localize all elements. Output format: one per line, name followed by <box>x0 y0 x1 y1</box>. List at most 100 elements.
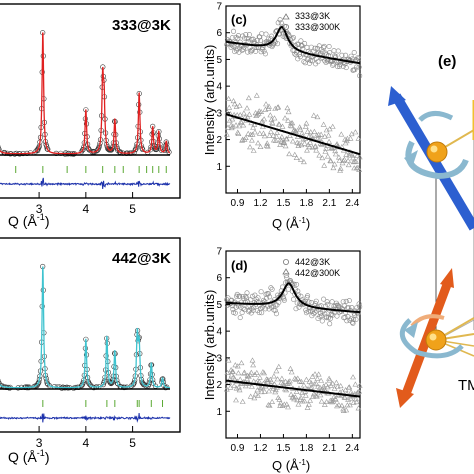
observed-point <box>46 383 53 389</box>
data-point <box>340 406 347 412</box>
data-point <box>281 297 287 303</box>
data-point <box>318 398 325 404</box>
data-point <box>290 35 296 41</box>
data-point <box>344 135 351 141</box>
data-point <box>244 290 250 296</box>
observed-point <box>0 381 1 386</box>
data-point <box>269 120 276 126</box>
data-point <box>240 122 247 128</box>
data-point <box>300 382 307 388</box>
data-point <box>292 394 299 400</box>
data-point <box>291 375 298 381</box>
data-point <box>285 404 291 410</box>
data-point <box>350 155 356 161</box>
data-point <box>231 382 238 389</box>
data-point <box>313 380 320 386</box>
atom <box>425 329 447 351</box>
data-point <box>323 314 329 320</box>
data-point <box>287 278 293 284</box>
data-point <box>289 36 295 42</box>
data-point <box>288 369 295 375</box>
data-point <box>230 43 236 49</box>
data-point <box>237 376 244 382</box>
data-point <box>272 307 278 313</box>
data-point <box>255 140 261 146</box>
data-point <box>348 53 354 59</box>
data-point <box>334 313 340 319</box>
data-point <box>355 56 361 62</box>
data-point <box>248 383 255 389</box>
data-point <box>322 58 328 64</box>
data-point <box>306 60 312 66</box>
data-point <box>355 135 362 141</box>
data-point <box>238 119 245 125</box>
data-point <box>311 381 318 387</box>
data-point <box>267 294 273 300</box>
data-point <box>247 393 254 399</box>
data-point <box>291 151 298 157</box>
data-point <box>297 126 304 132</box>
data-point <box>328 312 334 318</box>
observed-point <box>78 383 84 389</box>
data-point <box>270 132 277 138</box>
data-point <box>295 288 301 294</box>
atom <box>426 141 448 163</box>
data-point <box>227 384 234 390</box>
data-point <box>335 154 342 160</box>
data-point <box>314 113 321 120</box>
data-point <box>302 40 308 46</box>
diffraction-panel-442: 442@3K 3 4 5 Q (Å-1) <box>0 237 181 465</box>
legend-triangle-marker <box>282 13 290 20</box>
data-point <box>308 380 315 386</box>
data-point <box>238 304 244 310</box>
y-tick-label: 1 <box>216 162 222 173</box>
data-point <box>331 48 337 54</box>
data-point <box>279 402 286 409</box>
data-point <box>258 388 265 395</box>
data-point <box>334 141 340 147</box>
data-point <box>272 386 279 393</box>
data-point <box>333 379 340 385</box>
data-point <box>326 375 333 381</box>
data-point <box>307 397 314 403</box>
data-point <box>270 373 277 379</box>
data-point <box>245 94 252 101</box>
data-point <box>269 286 275 292</box>
data-point <box>245 130 252 136</box>
data-point <box>269 398 276 405</box>
data-point <box>242 134 249 140</box>
data-point <box>244 105 250 111</box>
data-point <box>270 42 276 48</box>
y-tick-label: 2 <box>216 380 222 391</box>
data-point <box>232 362 239 368</box>
data-point <box>244 372 251 378</box>
data-point <box>356 166 363 172</box>
sample-label: 333@3K <box>112 17 171 34</box>
scatter-plot <box>223 17 363 173</box>
legend-entry: 333@3K <box>295 11 330 21</box>
data-point <box>263 31 269 37</box>
diffraction-plot <box>0 263 171 423</box>
data-point <box>321 296 327 302</box>
data-point <box>311 311 317 317</box>
data-point <box>259 310 265 316</box>
data-point <box>246 32 252 38</box>
data-point <box>341 156 348 162</box>
panel-label: (d) <box>231 258 248 273</box>
data-point <box>329 123 336 129</box>
data-point <box>250 293 256 299</box>
scatter-plot <box>223 273 363 414</box>
data-point <box>283 401 290 407</box>
x-axis-label: Q (Å-1) <box>8 212 49 229</box>
rotation-arrow <box>399 314 464 359</box>
x-tick-label: 3 <box>36 436 43 450</box>
data-point <box>232 310 238 316</box>
data-point <box>302 392 309 398</box>
data-point <box>297 394 304 400</box>
data-point <box>325 301 331 307</box>
data-point <box>305 401 312 407</box>
data-point <box>338 402 345 408</box>
data-point <box>282 115 288 121</box>
legend-circle-marker <box>282 258 289 265</box>
data-point <box>275 121 282 127</box>
